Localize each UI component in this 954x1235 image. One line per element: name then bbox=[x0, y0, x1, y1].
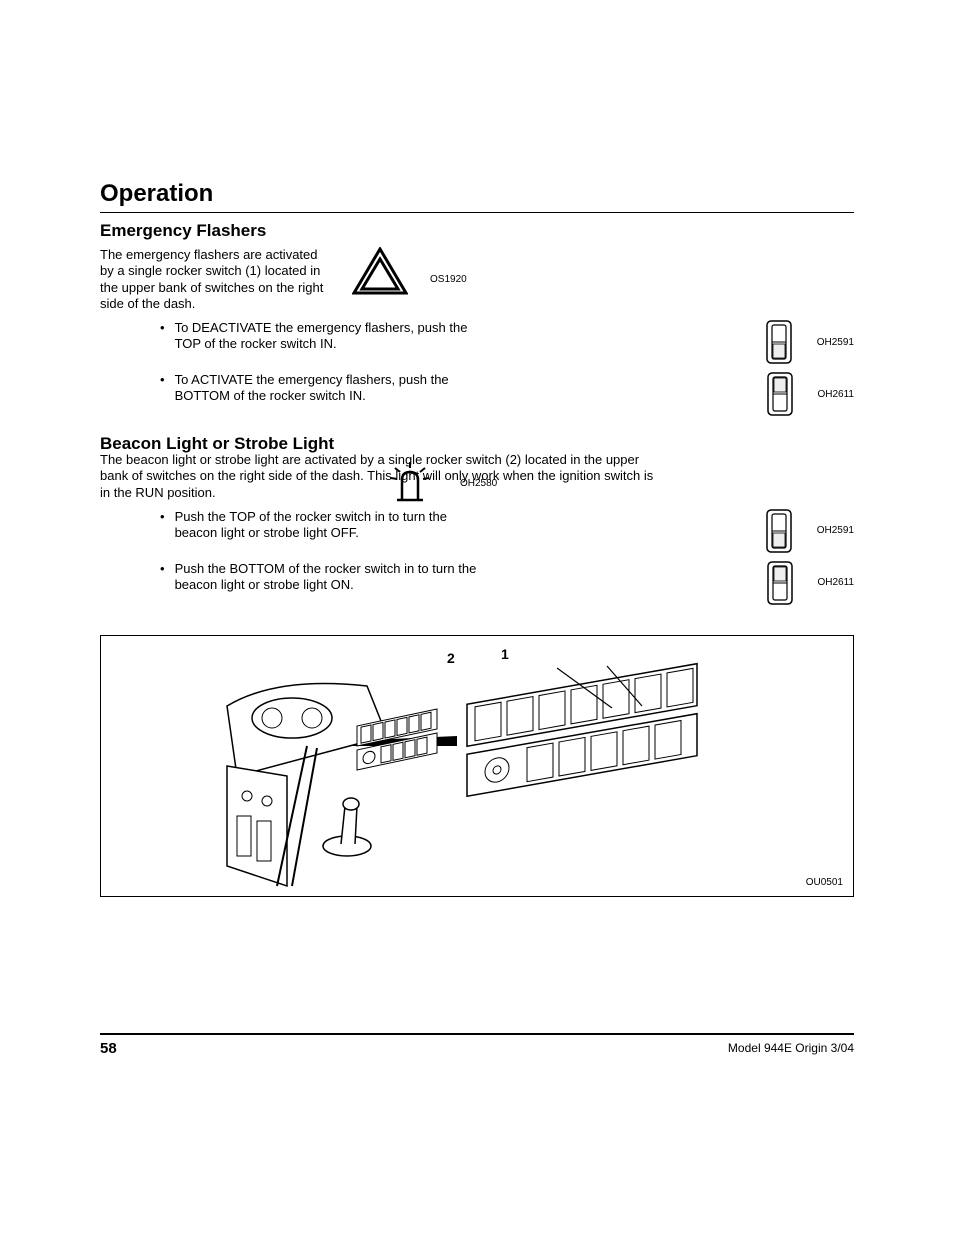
page: Operation Emergency Flashers The emergen… bbox=[0, 0, 954, 1235]
switch-code: OH2611 bbox=[817, 389, 854, 400]
dashboard-svg bbox=[101, 636, 853, 896]
switch-code: OH2591 bbox=[817, 525, 854, 536]
emergency-bullet-2: • To ACTIVATE the emergency flashers, pu… bbox=[160, 372, 854, 416]
switch-code: OH2591 bbox=[817, 337, 854, 348]
bullet-content: To ACTIVATE the emergency flashers, push… bbox=[175, 372, 490, 405]
rocker-switch-bottom-icon bbox=[762, 561, 797, 605]
bullet-icon: • bbox=[160, 561, 165, 594]
figure-code: OU0501 bbox=[806, 877, 843, 888]
hazard-icon-code: OS1920 bbox=[430, 274, 467, 285]
bullet-content: Push the TOP of the rocker switch in to … bbox=[175, 509, 490, 542]
rocker-switch-top-icon bbox=[762, 509, 797, 553]
beacon-heading: Beacon Light or Strobe Light bbox=[100, 434, 854, 454]
bullet-text: • Push the TOP of the rocker switch in t… bbox=[160, 509, 490, 542]
emergency-intro-row: The emergency flashers are activated by … bbox=[100, 247, 854, 312]
rocker-switch-bottom-icon bbox=[762, 372, 797, 416]
bullet-content: Push the BOTTOM of the rocker switch in … bbox=[175, 561, 490, 594]
footer-model-info: Model 944E Origin 3/04 bbox=[728, 1041, 854, 1055]
callout-1: 1 bbox=[501, 646, 509, 662]
bullet-icon: • bbox=[160, 320, 165, 353]
section-title: Operation bbox=[100, 180, 854, 213]
bullet-icon: • bbox=[160, 372, 165, 405]
beacon-intro-full: The beacon light or strobe light are act… bbox=[100, 452, 660, 501]
bullet-text: • Push the BOTTOM of the rocker switch i… bbox=[160, 561, 490, 594]
emergency-bullet-1: • To DEACTIVATE the emergency flashers, … bbox=[160, 320, 854, 364]
bullet-text: • To DEACTIVATE the emergency flashers, … bbox=[160, 320, 490, 353]
bullet-text: • To ACTIVATE the emergency flashers, pu… bbox=[160, 372, 490, 405]
bullet-icon: • bbox=[160, 509, 165, 542]
beacon-bullet-1: • Push the TOP of the rocker switch in t… bbox=[160, 509, 854, 553]
callout-2: 2 bbox=[447, 650, 455, 666]
hazard-triangle-icon bbox=[350, 247, 410, 295]
switch-code: OH2611 bbox=[817, 577, 854, 588]
bullet-content: To DEACTIVATE the emergency flashers, pu… bbox=[175, 320, 490, 353]
rocker-switch-top-icon bbox=[762, 320, 797, 364]
emergency-heading: Emergency Flashers bbox=[100, 221, 854, 241]
page-number: 58 bbox=[100, 1040, 117, 1057]
beacon-bullet-2: • Push the BOTTOM of the rocker switch i… bbox=[160, 561, 854, 605]
emergency-intro-text: The emergency flashers are activated by … bbox=[100, 247, 330, 312]
dashboard-figure: 1 2 bbox=[100, 635, 854, 897]
footer-rule bbox=[100, 1033, 854, 1035]
